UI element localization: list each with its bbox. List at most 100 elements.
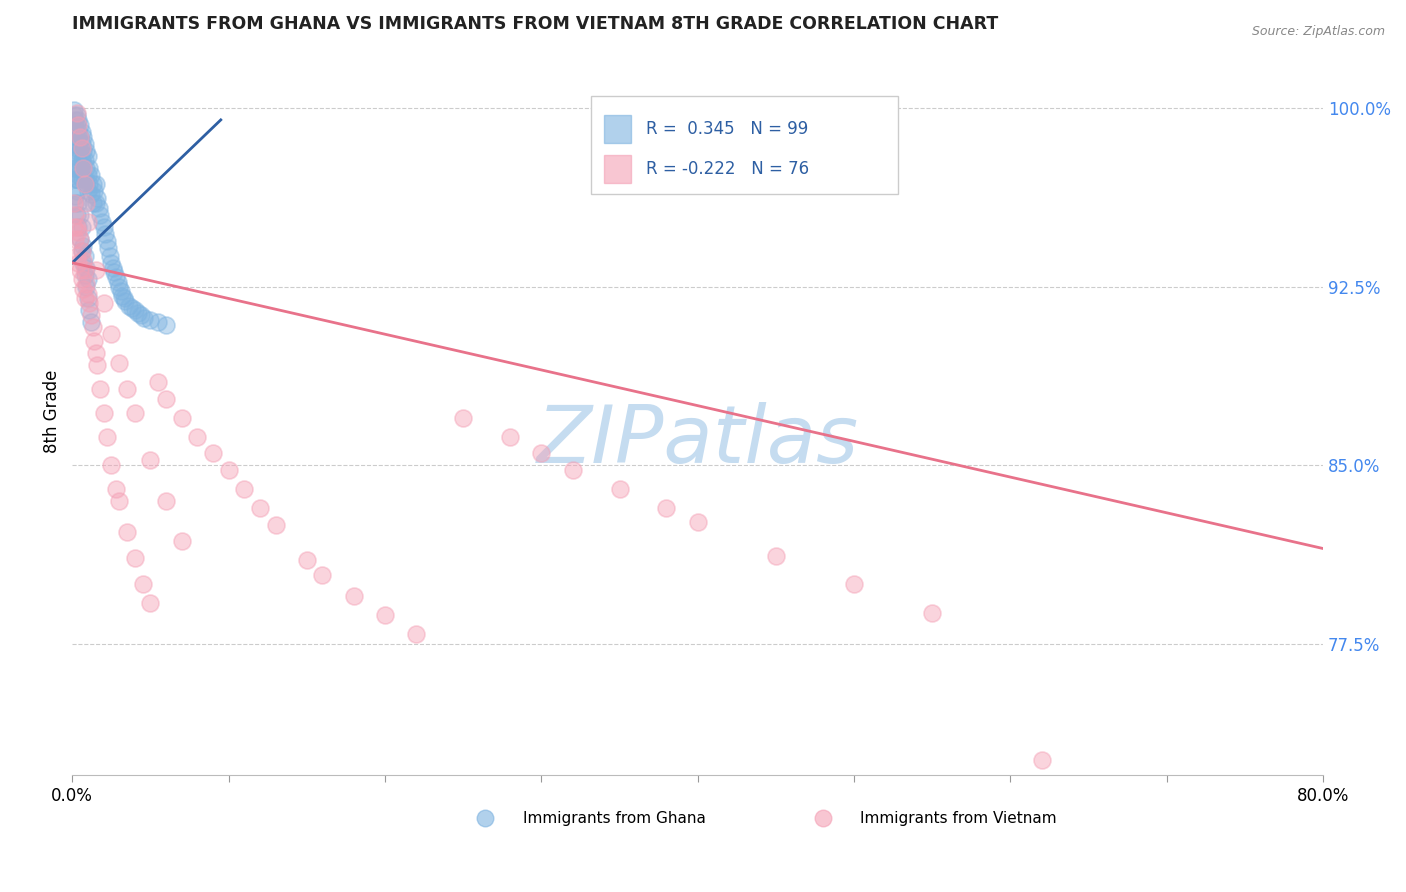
Point [155, 392, 177, 406]
Point [842, 577, 865, 591]
Point [124, 303, 146, 318]
Point [73, 153, 96, 168]
Point [65, 208, 87, 222]
Point [108, 279, 131, 293]
Point [66, 172, 89, 186]
Point [62, 125, 84, 139]
Point [62, 196, 84, 211]
Point [73, 263, 96, 277]
Point [67, 125, 90, 139]
Point [765, 549, 787, 563]
Point [155, 494, 177, 508]
Point [112, 292, 135, 306]
Point [83, 184, 105, 198]
Text: Immigrants from Ghana: Immigrants from Ghana [523, 811, 706, 826]
Point [148, 375, 170, 389]
Point [76, 148, 98, 162]
Point [100, 458, 122, 473]
Point [530, 446, 553, 460]
Point [62, 103, 84, 118]
Point [76, 184, 98, 198]
Point [69, 232, 91, 246]
Point [129, 308, 152, 322]
Point [86, 192, 108, 206]
Point [201, 446, 224, 460]
Point [69, 129, 91, 144]
Point [75, 177, 97, 191]
Point [72, 161, 94, 175]
Point [374, 608, 396, 623]
Point [72, 239, 94, 253]
Point [62, 220, 84, 235]
Point [103, 265, 125, 279]
Point [115, 524, 138, 539]
Point [96, 235, 118, 249]
Point [72, 161, 94, 175]
Point [218, 463, 240, 477]
Point [67, 168, 90, 182]
Text: IMMIGRANTS FROM GHANA VS IMMIGRANTS FROM VIETNAM 8TH GRADE CORRELATION CHART: IMMIGRANTS FROM GHANA VS IMMIGRANTS FROM… [72, 15, 998, 33]
Point [343, 589, 366, 603]
Point [91, 215, 114, 229]
Point [155, 318, 177, 332]
Point [70, 244, 93, 258]
Point [82, 177, 104, 191]
Point [75, 260, 97, 275]
Point [66, 172, 89, 186]
FancyBboxPatch shape [603, 115, 631, 143]
Point [1031, 754, 1053, 768]
Point [82, 320, 104, 334]
Point [67, 196, 90, 211]
Point [69, 232, 91, 246]
Point [249, 501, 271, 516]
Point [70, 141, 93, 155]
Point [69, 118, 91, 132]
Point [67, 136, 90, 151]
Point [139, 453, 162, 467]
Point [114, 293, 136, 308]
Point [72, 129, 94, 144]
Text: Source: ZipAtlas.com: Source: ZipAtlas.com [1251, 25, 1385, 38]
Point [405, 627, 427, 641]
Point [75, 144, 97, 158]
Point [66, 220, 89, 235]
Point [66, 208, 89, 222]
Point [76, 286, 98, 301]
Point [186, 429, 208, 443]
Point [98, 249, 121, 263]
FancyBboxPatch shape [592, 95, 898, 194]
Y-axis label: 8th Grade: 8th Grade [44, 370, 60, 453]
Point [70, 272, 93, 286]
Point [69, 129, 91, 144]
Point [609, 482, 631, 496]
Point [66, 118, 89, 132]
Point [67, 118, 90, 132]
Point [69, 263, 91, 277]
Point [107, 275, 129, 289]
Point [148, 315, 170, 329]
Point [115, 382, 138, 396]
Point [62, 108, 84, 122]
Point [80, 168, 103, 182]
Point [655, 501, 678, 516]
Point [79, 177, 101, 191]
Point [62, 161, 84, 175]
Point [76, 292, 98, 306]
Point [105, 270, 128, 285]
Point [100, 327, 122, 342]
Point [65, 136, 87, 151]
Point [170, 534, 193, 549]
Point [66, 108, 89, 122]
Point [62, 118, 84, 132]
Point [131, 577, 153, 591]
Point [76, 272, 98, 286]
Point [124, 406, 146, 420]
Point [65, 189, 87, 203]
Point [76, 168, 98, 182]
Text: Immigrants from Vietnam: Immigrants from Vietnam [860, 811, 1057, 826]
Point [62, 136, 84, 151]
Text: R =  0.345   N = 99: R = 0.345 N = 99 [647, 120, 808, 138]
Point [84, 177, 107, 191]
Point [66, 144, 89, 158]
Point [67, 112, 90, 127]
